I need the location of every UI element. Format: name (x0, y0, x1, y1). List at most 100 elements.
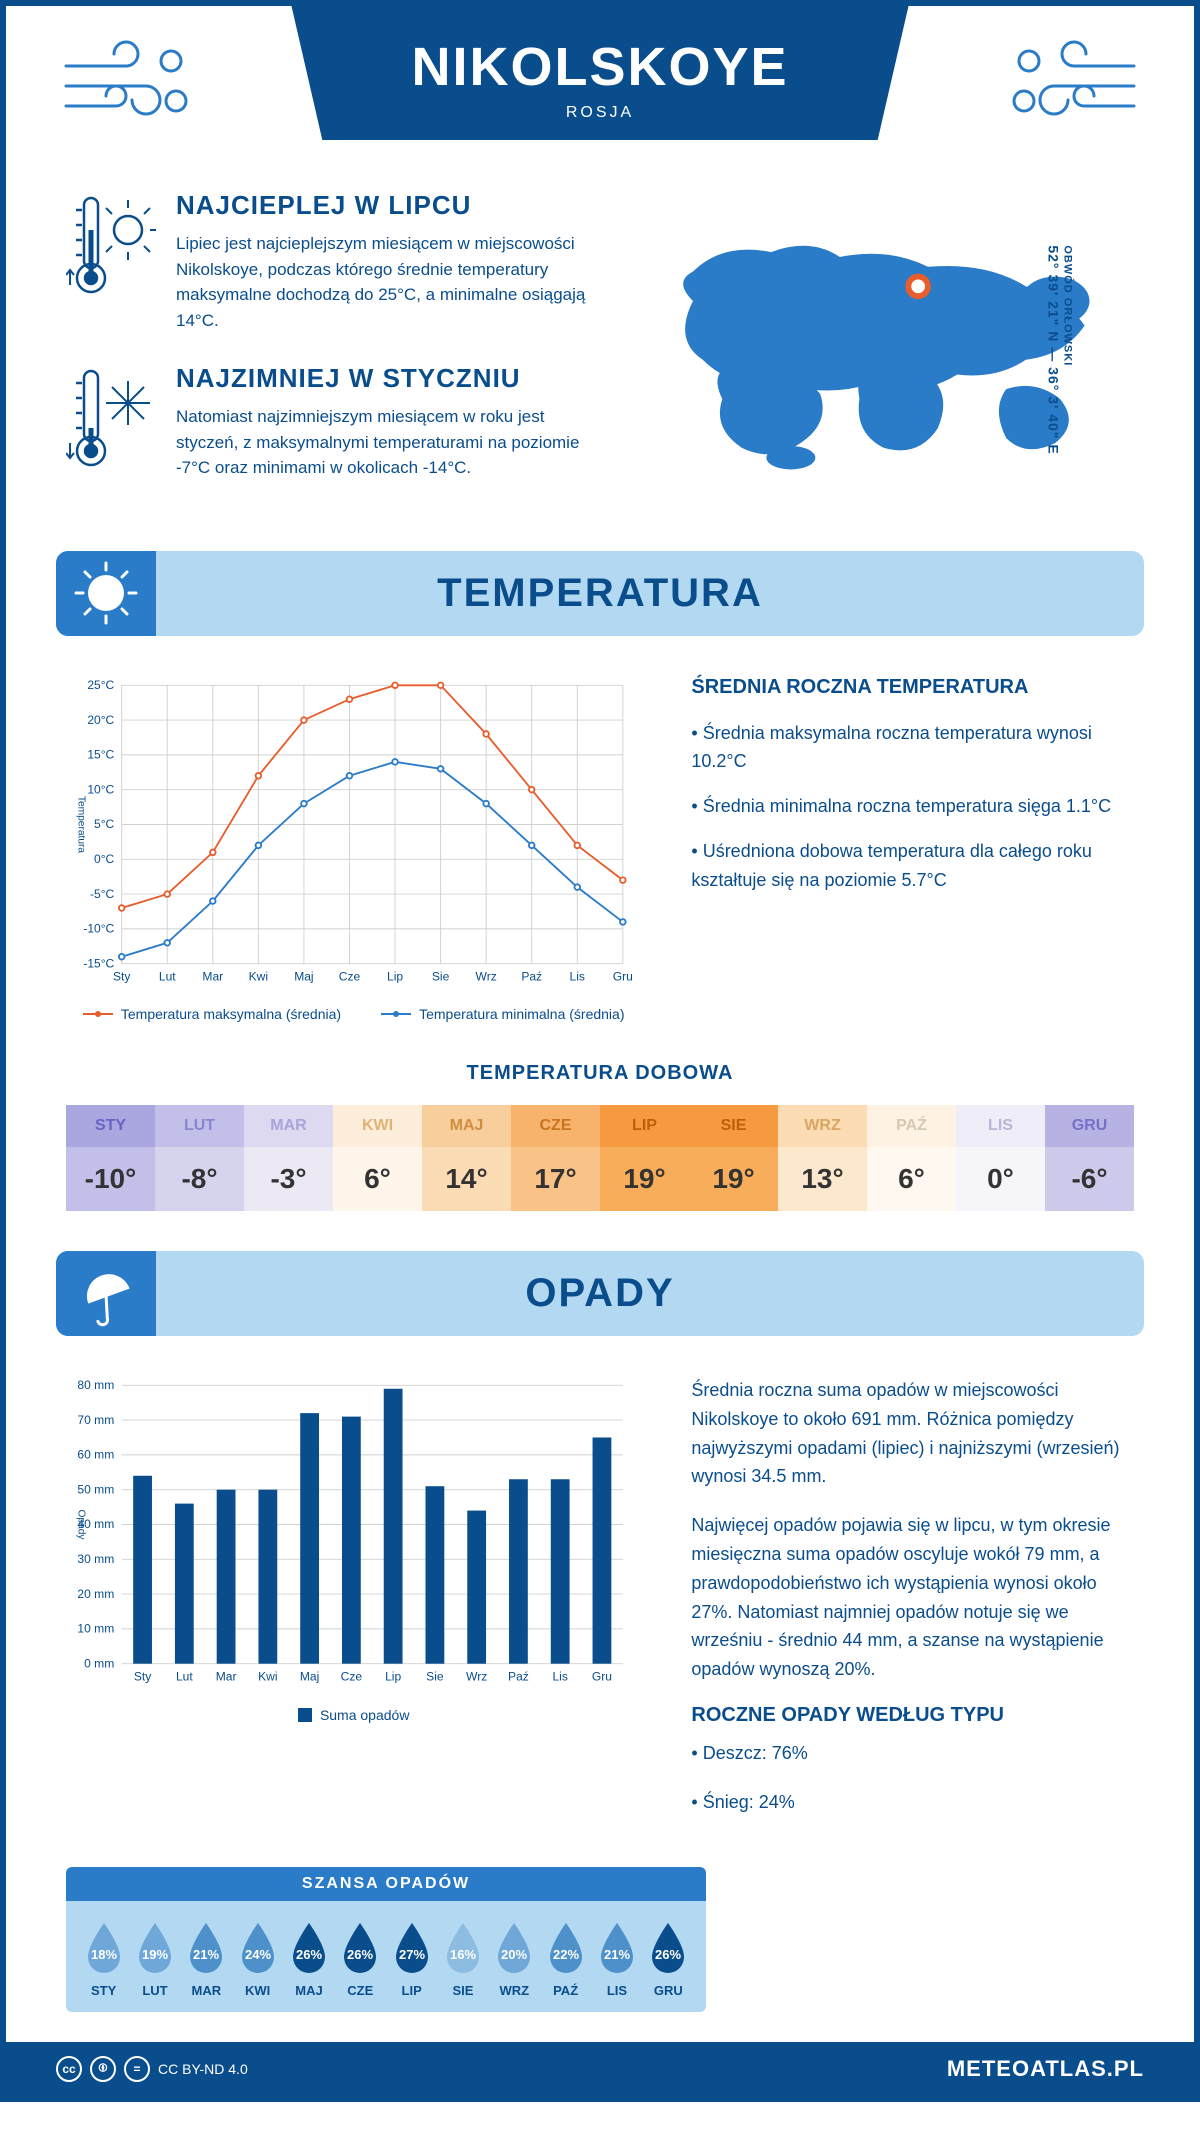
location-subtitle: ROSJA (411, 104, 788, 122)
temperature-title: TEMPERATURA (96, 571, 1104, 616)
daily-temp-cell: STY -10° (66, 1105, 155, 1211)
daily-temp-cell: PAŹ 6° (867, 1105, 956, 1211)
svg-text:Lip: Lip (387, 969, 403, 983)
svg-text:70 mm: 70 mm (77, 1413, 114, 1427)
svg-text:Maj: Maj (294, 969, 313, 983)
temperature-legend: Temperatura maksymalna (średnia) Tempera… (66, 1006, 641, 1022)
daily-temp-cell: CZE 17° (511, 1105, 600, 1211)
precipitation-legend: Suma opadów (66, 1707, 641, 1723)
coldest-text: Natomiast najzimniejszym miesiącem w rok… (176, 404, 604, 481)
daily-temp-cell: KWI 6° (333, 1105, 422, 1211)
svg-text:Paź: Paź (521, 969, 542, 983)
header: NIKOLSKOYE ROSJA (6, 6, 1194, 160)
svg-text:Lut: Lut (176, 1669, 193, 1683)
svg-text:0 mm: 0 mm (84, 1656, 114, 1670)
svg-text:Gru: Gru (613, 969, 633, 983)
svg-text:5°C: 5°C (94, 817, 115, 831)
daily-temp-cell: LUT -8° (155, 1105, 244, 1211)
svg-text:Sie: Sie (426, 1669, 444, 1683)
temperature-chart: -15°C-10°C-5°C0°C5°C10°C15°C20°C25°CStyL… (66, 676, 641, 1023)
svg-text:18%: 18% (91, 1947, 117, 1962)
svg-text:10°C: 10°C (87, 782, 114, 796)
hottest-block: NAJCIEPLEJ W LIPCU Lipiec jest najcieple… (66, 190, 604, 333)
daily-temp-cell: LIP 19° (600, 1105, 689, 1211)
svg-text:21%: 21% (604, 1947, 630, 1962)
thermometer-snow-icon (66, 363, 156, 473)
svg-text:Sie: Sie (432, 969, 450, 983)
svg-text:-5°C: -5°C (90, 886, 115, 900)
svg-text:26%: 26% (296, 1947, 322, 1962)
precipitation-chart: 0 mm10 mm20 mm30 mm40 mm50 mm60 mm70 mm8… (66, 1376, 641, 1837)
svg-text:20°C: 20°C (87, 712, 114, 726)
chance-cell: 16% SIE (437, 1921, 488, 1998)
svg-text:26%: 26% (655, 1947, 681, 1962)
svg-text:Mar: Mar (216, 1669, 237, 1683)
drop-icon: 26% (287, 1921, 331, 1975)
svg-text:-10°C: -10°C (83, 921, 114, 935)
svg-text:20%: 20% (501, 1947, 527, 1962)
svg-text:Wrz: Wrz (476, 969, 497, 983)
daily-temp-cell: GRU -6° (1045, 1105, 1134, 1211)
chance-cell: 18% STY (78, 1921, 129, 1998)
by-icon: 🅯 (90, 2056, 116, 2082)
svg-text:24%: 24% (245, 1947, 271, 1962)
chance-title: SZANSA OPADÓW (66, 1867, 706, 1901)
location-title: NIKOLSKOYE (411, 36, 788, 98)
svg-text:26%: 26% (347, 1947, 373, 1962)
temperature-section-header: TEMPERATURA (56, 551, 1144, 636)
svg-text:Wrz: Wrz (466, 1669, 487, 1683)
chance-cell: 21% MAR (181, 1921, 232, 1998)
title-banner: NIKOLSKOYE ROSJA (291, 6, 908, 140)
footer: cc 🅯 = CC BY-ND 4.0 METEOATLAS.PL (6, 2042, 1194, 2096)
precipitation-section-header: OPADY (56, 1251, 1144, 1336)
drop-icon: 21% (595, 1921, 639, 1975)
svg-text:Opady: Opady (75, 1510, 86, 1541)
chance-cell: 22% PAŹ (540, 1921, 591, 1998)
thermometer-sun-icon (66, 190, 156, 300)
cc-icon: cc (56, 2056, 82, 2082)
hottest-title: NAJCIEPLEJ W LIPCU (176, 190, 604, 221)
svg-text:25°C: 25°C (87, 677, 114, 691)
svg-text:Lis: Lis (570, 969, 585, 983)
map-marker-icon (909, 277, 929, 297)
daily-temperature-table: TEMPERATURA DOBOWA STY -10° LUT -8° MAR … (6, 1062, 1194, 1251)
drop-icon: 18% (82, 1921, 126, 1975)
daily-temp-cell: WRZ 13° (778, 1105, 867, 1211)
svg-text:10 mm: 10 mm (77, 1622, 114, 1636)
svg-text:20 mm: 20 mm (77, 1587, 114, 1601)
svg-text:Cze: Cze (341, 1669, 363, 1683)
daily-temp-cell: LIS 0° (956, 1105, 1045, 1211)
svg-text:27%: 27% (399, 1947, 425, 1962)
precipitation-info: Średnia roczna suma opadów w miejscowośc… (691, 1376, 1134, 1837)
drop-icon: 19% (133, 1921, 177, 1975)
chance-cell: 24% KWI (232, 1921, 283, 1998)
hottest-text: Lipiec jest najcieplejszym miesiącem w m… (176, 231, 604, 333)
drop-icon: 27% (390, 1921, 434, 1975)
svg-text:-15°C: -15°C (83, 956, 114, 970)
daily-temp-cell: MAR -3° (244, 1105, 333, 1211)
coordinates-label: OBWÓD ORŁOWSKI 52° 39' 21" N — 36° 3' 40… (1045, 246, 1073, 455)
chance-cell: 19% LUT (129, 1921, 180, 1998)
svg-text:21%: 21% (193, 1947, 219, 1962)
license-badge: cc 🅯 = CC BY-ND 4.0 (56, 2056, 248, 2082)
svg-text:Kwi: Kwi (249, 969, 268, 983)
svg-text:30 mm: 30 mm (77, 1552, 114, 1566)
svg-text:16%: 16% (450, 1947, 476, 1962)
svg-text:Sty: Sty (113, 969, 130, 983)
intro-section: NAJCIEPLEJ W LIPCU Lipiec jest najcieple… (6, 160, 1194, 551)
svg-text:22%: 22% (553, 1947, 579, 1962)
svg-text:60 mm: 60 mm (77, 1448, 114, 1462)
svg-text:Paź: Paź (508, 1669, 529, 1683)
drop-icon: 21% (184, 1921, 228, 1975)
chance-cell: 26% CZE (335, 1921, 386, 1998)
precipitation-title: OPADY (96, 1271, 1104, 1316)
svg-text:15°C: 15°C (87, 747, 114, 761)
drop-icon: 22% (544, 1921, 588, 1975)
svg-text:80 mm: 80 mm (77, 1378, 114, 1392)
coldest-title: NAJZIMNIEJ W STYCZNIU (176, 363, 604, 394)
sun-icon (71, 558, 141, 628)
nd-icon: = (124, 2056, 150, 2082)
svg-text:Sty: Sty (134, 1669, 151, 1683)
svg-text:Kwi: Kwi (258, 1669, 277, 1683)
chance-cell: 27% LIP (386, 1921, 437, 1998)
